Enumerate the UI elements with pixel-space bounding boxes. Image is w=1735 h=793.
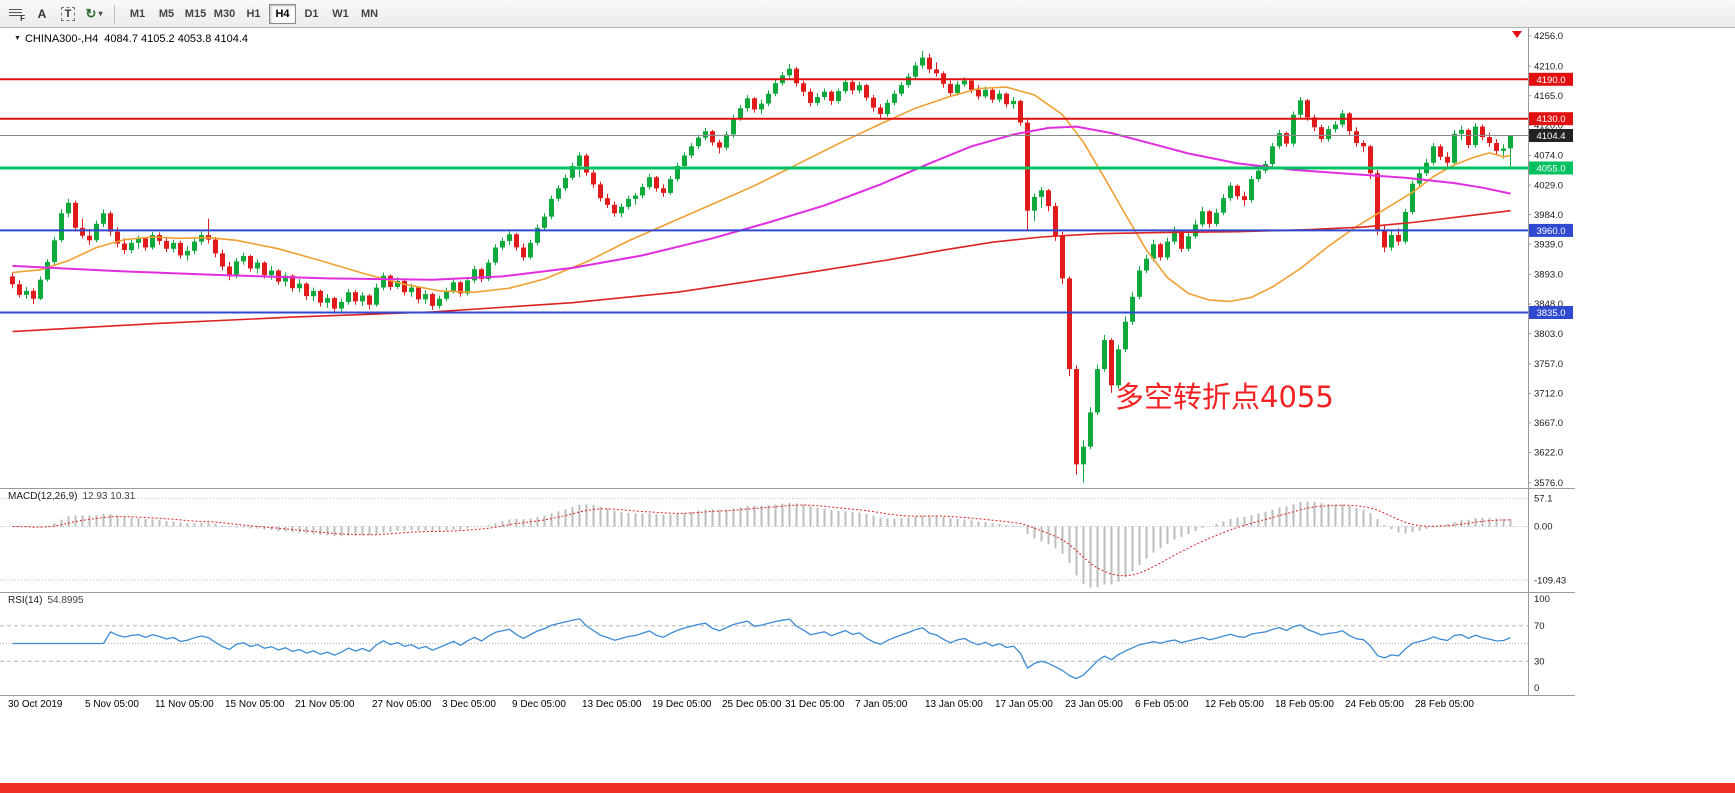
- price-chip-3835.0: [1529, 306, 1573, 319]
- svg-text:4190.0: 4190.0: [1536, 75, 1565, 86]
- price-chip-4055.0: [1529, 161, 1573, 175]
- svg-text:100: 100: [1534, 594, 1550, 605]
- time-label: 30 Oct 2019: [8, 699, 63, 710]
- main-chart-canvas[interactable]: 4256.0 4210.0 4165.0 4120.0 4074.0 4029.0 3984…: [0, 28, 1575, 488]
- svg-text:3576.0: 3576.0: [1534, 478, 1563, 488]
- candles: [10, 51, 1513, 483]
- svg-text:70: 70: [1534, 621, 1545, 632]
- svg-text:-109.43: -109.43: [1534, 576, 1566, 587]
- svg-text:3984.0: 3984.0: [1534, 210, 1563, 221]
- timeframe-group: M1 M5 M15 M30 H1 H4 D1 W1 MN: [123, 3, 384, 24]
- cycle-tool-button[interactable]: ↻ ▾: [82, 3, 106, 25]
- svg-text:3757.0: 3757.0: [1534, 359, 1563, 370]
- svg-text:0: 0: [1534, 683, 1539, 694]
- svg-text:3667.0: 3667.0: [1534, 418, 1563, 429]
- timeframe-mn-button[interactable]: MN: [356, 4, 383, 24]
- rsi-line: [12, 618, 1511, 680]
- svg-text:3803.0: 3803.0: [1534, 329, 1563, 340]
- timeframe-w1-button[interactable]: W1: [327, 4, 354, 24]
- svg-text:3939.0: 3939.0: [1534, 239, 1563, 250]
- svg-text:3960.0: 3960.0: [1536, 226, 1565, 237]
- svg-text:3622.0: 3622.0: [1534, 448, 1563, 459]
- timeframe-h4-button[interactable]: H4: [269, 3, 296, 24]
- time-label: 5 Nov 05:00: [85, 699, 139, 710]
- time-label: 18 Feb 05:00: [1275, 699, 1334, 710]
- time-label: 21 Nov 05:00: [295, 699, 355, 710]
- timeframe-m15-button[interactable]: M15: [182, 4, 209, 24]
- time-label: 15 Nov 05:00: [225, 699, 285, 710]
- price-chip-4104.4: [1529, 129, 1573, 142]
- time-label: 6 Feb 05:00: [1135, 699, 1189, 710]
- chart-lines-tool-button[interactable]: F: [4, 3, 28, 25]
- timeframe-m1-button[interactable]: M1: [124, 4, 151, 24]
- cycle-icon: ↻: [85, 5, 97, 21]
- svg-text:4120.0: 4120.0: [1534, 121, 1563, 132]
- time-label: 19 Dec 05:00: [652, 699, 712, 710]
- timeframe-m30-button[interactable]: M30: [211, 4, 238, 24]
- price-chip-4130.0: [1529, 112, 1573, 126]
- chart-lines-icon: F: [8, 7, 25, 23]
- scroll-end-marker-icon[interactable]: [1512, 31, 1522, 38]
- time-label: 17 Jan 05:00: [995, 699, 1053, 710]
- svg-text:4055.0: 4055.0: [1536, 164, 1565, 175]
- annotate-tool-button[interactable]: A: [30, 3, 54, 25]
- timeframe-m5-button[interactable]: M5: [153, 4, 180, 24]
- time-axis[interactable]: 30 Oct 2019 5 Nov 05:00 11 Nov 05:00 15 Nov…: [0, 695, 1575, 713]
- time-label: 11 Nov 05:00: [155, 699, 214, 710]
- time-label: 31 Dec 05:00: [785, 699, 845, 710]
- svg-text:4130.0: 4130.0: [1536, 114, 1565, 125]
- chevron-down-icon: ▾: [98, 9, 103, 18]
- ma-mid-magenta[interactable]: [12, 125, 1511, 281]
- svg-text:4210.0: 4210.0: [1534, 61, 1563, 72]
- svg-text:4029.0: 4029.0: [1534, 180, 1563, 191]
- svg-text:4104.4: 4104.4: [1536, 131, 1565, 142]
- panel-divider-macd[interactable]: [0, 488, 1575, 489]
- macd-signal-line: [12, 504, 1511, 577]
- timeframe-d1-button[interactable]: D1: [298, 4, 325, 24]
- svg-text:3893.0: 3893.0: [1534, 270, 1563, 281]
- time-label: 13 Dec 05:00: [582, 699, 642, 710]
- svg-text:4074.0: 4074.0: [1534, 151, 1563, 162]
- time-label: 28 Feb 05:00: [1415, 699, 1474, 710]
- panel-divider-rsi[interactable]: [0, 592, 1575, 593]
- ma-fast-orange[interactable]: [12, 86, 1511, 303]
- svg-text:4165.0: 4165.0: [1534, 91, 1563, 102]
- text-tool-icon: T: [60, 6, 76, 21]
- time-label: 24 Feb 05:00: [1345, 699, 1404, 710]
- price-chip-3960.0: [1529, 223, 1573, 237]
- toolbar: F A T ↻ ▾ M1 M5 M15 M30 H1 H4 D1 W1 MN: [0, 0, 1735, 28]
- svg-text:0.00: 0.00: [1534, 522, 1553, 533]
- time-label: 9 Dec 05:00: [512, 699, 566, 710]
- price-axis[interactable]: [1528, 28, 1575, 713]
- text-tool-button[interactable]: T: [56, 3, 80, 25]
- timeframe-h1-button[interactable]: H1: [240, 4, 267, 24]
- ma-slow-red[interactable]: [12, 209, 1511, 333]
- svg-text:3848.0: 3848.0: [1534, 299, 1563, 310]
- time-label: 3 Dec 05:00: [442, 699, 496, 710]
- time-label: 12 Feb 05:00: [1205, 699, 1264, 710]
- svg-text:4256.0: 4256.0: [1534, 31, 1563, 42]
- svg-text:30: 30: [1534, 657, 1545, 668]
- macd-panel-canvas[interactable]: 57.1 0.00 -109.43: [0, 488, 1575, 592]
- time-label: 23 Jan 05:00: [1065, 699, 1123, 710]
- toolbar-separator: [114, 4, 115, 23]
- time-label: 7 Jan 05:00: [855, 699, 908, 710]
- bottom-red-bar: [0, 783, 1735, 793]
- svg-text:3712.0: 3712.0: [1534, 389, 1563, 400]
- time-label: 13 Jan 05:00: [925, 699, 983, 710]
- rsi-panel-canvas[interactable]: 100 70 30 0: [0, 592, 1575, 695]
- letter-a-icon: A: [37, 6, 47, 21]
- time-label: 25 Dec 05:00: [722, 699, 782, 710]
- svg-text:57.1: 57.1: [1534, 494, 1553, 505]
- time-label: 27 Nov 05:00: [372, 699, 432, 710]
- svg-text:3835.0: 3835.0: [1536, 308, 1565, 319]
- price-chip-4190.0: [1529, 72, 1573, 86]
